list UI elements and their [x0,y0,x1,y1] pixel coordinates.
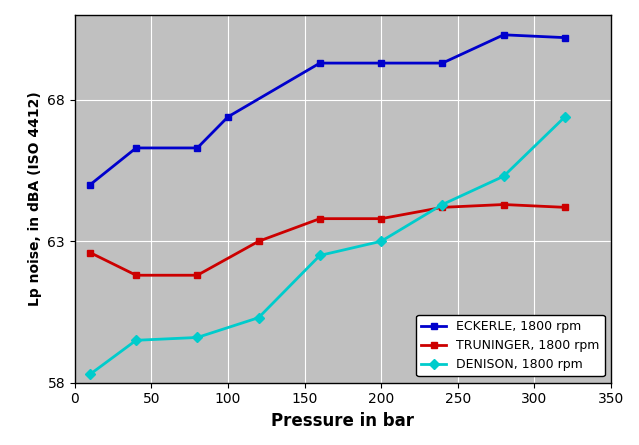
Legend: ECKERLE, 1800 rpm, TRUNINGER, 1800 rpm, DENISON, 1800 rpm: ECKERLE, 1800 rpm, TRUNINGER, 1800 rpm, … [416,315,604,376]
ECKERLE, 1800 rpm [561,35,569,40]
DENISON, 1800 rpm [86,372,94,377]
DENISON, 1800 rpm [255,315,263,320]
DENISON, 1800 rpm [500,174,507,179]
Y-axis label: Lp noise, in dBA (ISO 4412): Lp noise, in dBA (ISO 4412) [27,92,42,306]
TRUNINGER, 1800 rpm [438,205,446,210]
ECKERLE, 1800 rpm [316,61,324,66]
TRUNINGER, 1800 rpm [132,273,140,278]
ECKERLE, 1800 rpm [86,182,94,187]
ECKERLE, 1800 rpm [194,145,201,150]
ECKERLE, 1800 rpm [132,145,140,150]
DENISON, 1800 rpm [561,114,569,120]
TRUNINGER, 1800 rpm [316,216,324,221]
TRUNINGER, 1800 rpm [194,273,201,278]
DENISON, 1800 rpm [438,202,446,207]
DENISON, 1800 rpm [132,338,140,343]
X-axis label: Pressure in bar: Pressure in bar [272,412,414,430]
DENISON, 1800 rpm [194,335,201,340]
Line: DENISON, 1800 rpm: DENISON, 1800 rpm [87,113,569,378]
TRUNINGER, 1800 rpm [377,216,385,221]
DENISON, 1800 rpm [316,253,324,258]
Line: ECKERLE, 1800 rpm: ECKERLE, 1800 rpm [87,31,569,188]
ECKERLE, 1800 rpm [224,114,232,120]
DENISON, 1800 rpm [377,239,385,244]
TRUNINGER, 1800 rpm [500,202,507,207]
TRUNINGER, 1800 rpm [86,250,94,255]
Line: TRUNINGER, 1800 rpm: TRUNINGER, 1800 rpm [87,201,569,279]
ECKERLE, 1800 rpm [500,32,507,37]
ECKERLE, 1800 rpm [438,61,446,66]
ECKERLE, 1800 rpm [377,61,385,66]
TRUNINGER, 1800 rpm [255,239,263,244]
TRUNINGER, 1800 rpm [561,205,569,210]
